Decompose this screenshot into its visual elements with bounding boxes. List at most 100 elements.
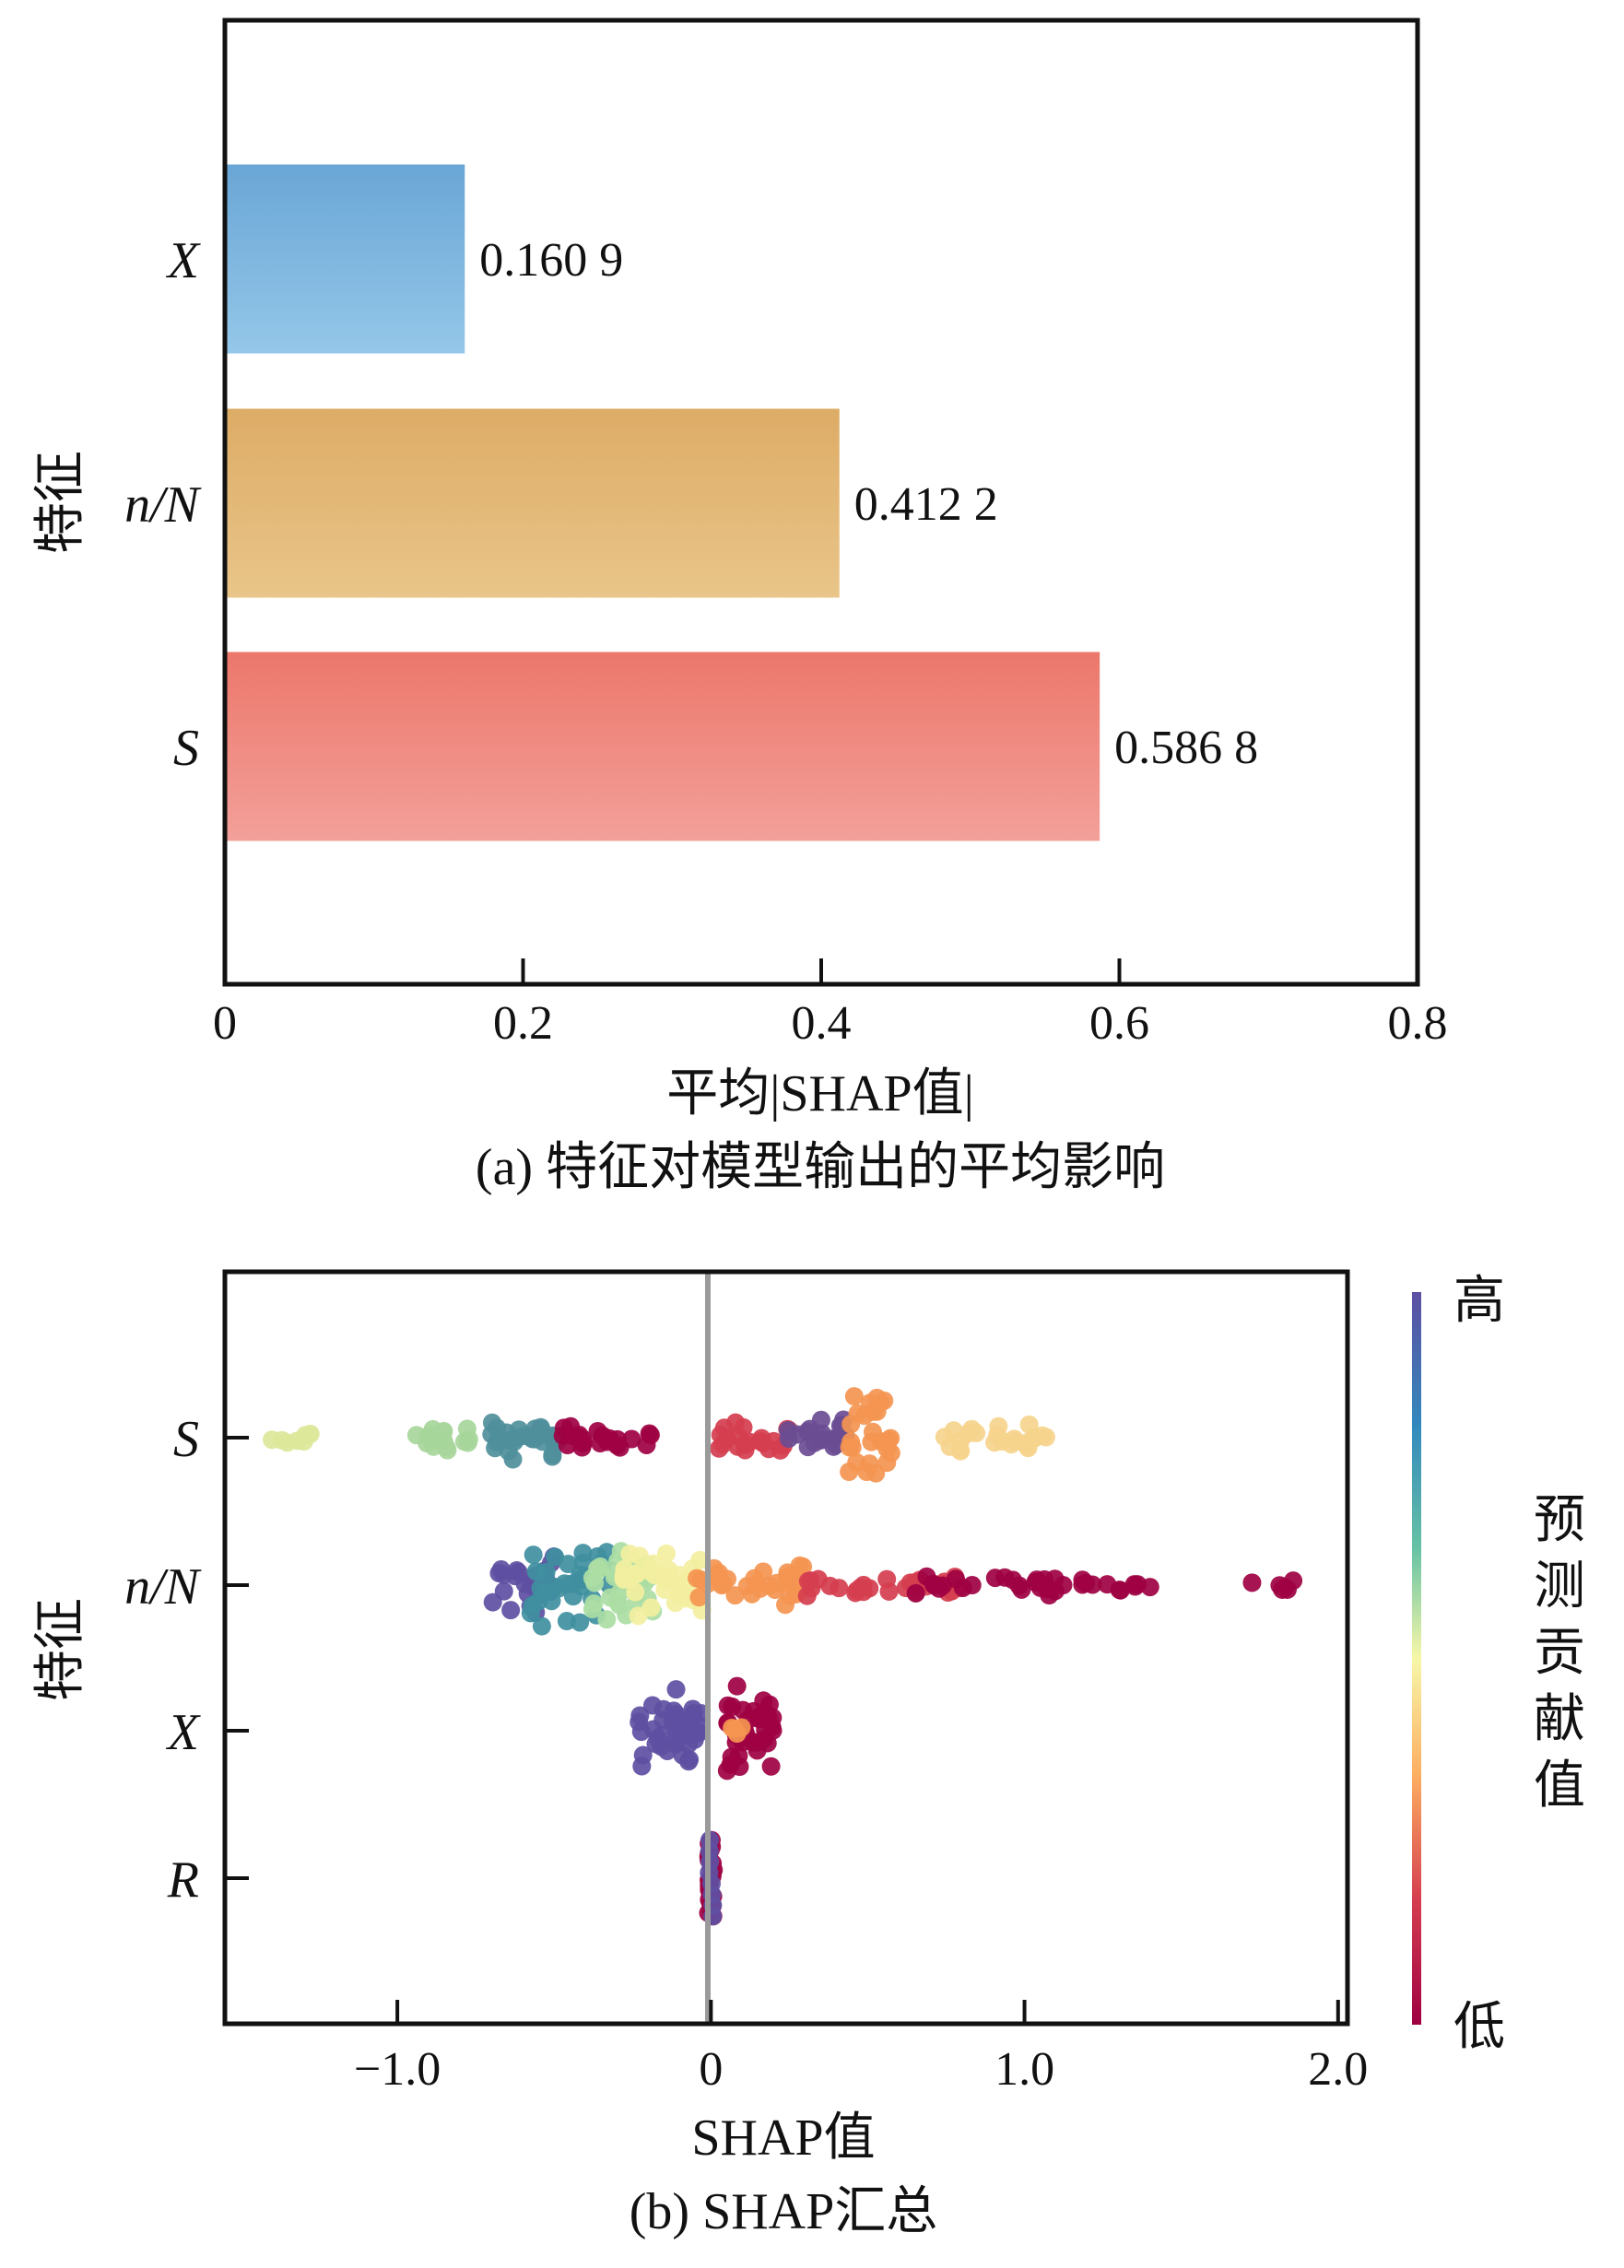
shap-dot — [787, 1425, 806, 1444]
shap-dot — [597, 1610, 617, 1629]
shap-dot — [756, 1702, 775, 1722]
shap-dot — [751, 1432, 771, 1451]
shap-dot — [1077, 1573, 1096, 1592]
shap-dot — [844, 1387, 864, 1406]
caption-b: (b) SHAP汇总 — [630, 2183, 937, 2240]
shap-dot — [588, 1421, 607, 1440]
shap-dot — [840, 1438, 859, 1457]
shap-dot — [555, 1574, 574, 1593]
y-tick-label: S — [173, 720, 199, 777]
bar-series: 0.160 9 0.412 2 0.586 8 — [225, 164, 1258, 841]
bar-S — [225, 652, 1100, 841]
colorbar-title-char: 测 — [1534, 1558, 1585, 1616]
shap-dot — [573, 1544, 593, 1563]
colorbar-title-char: 预 — [1534, 1492, 1585, 1549]
shap-dot — [689, 1588, 709, 1607]
beeswarm-chart: −1.0 0 1.0 2.0 Sn/N X R 特征 SHAP值 (b) SHAP汇总 高… — [32, 1269, 1585, 2240]
shap-dot — [989, 1416, 1008, 1436]
shap-dot — [418, 1427, 438, 1446]
colorbar-title-char: 值 — [1534, 1757, 1585, 1815]
shap-dot — [591, 1557, 610, 1576]
x-tick-label: 2.0 — [1308, 2043, 1368, 2096]
x-tick-label: 0 — [699, 2043, 723, 2096]
shap-dot — [501, 1601, 521, 1620]
shap-dot — [767, 1573, 786, 1592]
colorbar-high-label: 高 — [1453, 1273, 1505, 1330]
x-tick-label: 0.4 — [792, 997, 852, 1050]
shap-dot — [300, 1425, 320, 1444]
colorbar-low-label: 低 — [1453, 1999, 1505, 2056]
shap-dot — [736, 1435, 756, 1454]
shap-dot — [666, 1680, 686, 1699]
shap-dot — [535, 1583, 554, 1603]
bar-n-N — [225, 408, 840, 598]
shap-dot — [929, 1579, 948, 1598]
shap-dot — [641, 1598, 661, 1617]
shap-dot — [559, 1555, 578, 1574]
shap-dot — [688, 1723, 708, 1743]
shap-dot — [820, 1576, 840, 1595]
shap-dot — [509, 1563, 528, 1582]
shap-dot — [906, 1583, 925, 1603]
shap-dot — [630, 1712, 649, 1732]
shap-dot — [572, 1438, 592, 1457]
shap-dot — [1009, 1576, 1029, 1595]
x-tick-label: 0.8 — [1388, 997, 1448, 1050]
shap-dot — [614, 1566, 633, 1585]
x-tick-label: 0.2 — [493, 997, 553, 1050]
shap-dot — [643, 1720, 663, 1739]
x-tick-label: −1.0 — [354, 2043, 441, 2096]
shap-dot — [1025, 1428, 1044, 1448]
shap-dot — [622, 1429, 641, 1449]
shap-dot — [846, 1583, 865, 1603]
shap-dot — [723, 1718, 742, 1737]
shap-dot — [557, 1612, 576, 1631]
shap-dot — [863, 1422, 882, 1441]
y-tick-label: n/N — [124, 1558, 202, 1616]
shap-dot — [1045, 1569, 1065, 1589]
caption-a: (a) 特征对模型输出的平均影响 — [476, 1139, 1165, 1196]
shap-dot — [867, 1402, 887, 1421]
shap-dot — [811, 1410, 830, 1429]
shap-dot — [503, 1450, 523, 1469]
shap-dot — [1242, 1573, 1262, 1592]
shap-dot — [661, 1571, 680, 1591]
shap-dot — [494, 1565, 513, 1584]
y-tick-label: X — [166, 1704, 202, 1761]
shap-dot — [841, 1415, 861, 1434]
shap-dot — [583, 1600, 602, 1619]
colorbar-title-char: 献 — [1534, 1691, 1585, 1748]
shap-dot — [761, 1757, 781, 1776]
shap-dot — [725, 1586, 745, 1605]
shap-dot — [867, 1388, 887, 1407]
shap-dot — [879, 1581, 899, 1601]
shap-dot — [951, 1431, 971, 1451]
y-tick-label: X — [166, 232, 202, 289]
colorbar-gradient — [1412, 1292, 1421, 2025]
shap-dot — [532, 1419, 551, 1439]
shap-dot — [607, 1429, 627, 1449]
shap-dot — [626, 1582, 645, 1602]
x-tick-label: 0 — [213, 997, 237, 1050]
shap-dot — [742, 1584, 761, 1604]
bar-value-label: 0.586 8 — [1114, 722, 1258, 774]
x-tick-label: 1.0 — [994, 2043, 1054, 2096]
shap-dot — [1273, 1580, 1292, 1599]
shap-dot — [747, 1733, 767, 1752]
shap-dot — [993, 1432, 1012, 1451]
shap-dot — [1027, 1570, 1046, 1590]
shap-dot — [679, 1752, 699, 1771]
shap-dot — [826, 1428, 845, 1448]
x-axis-title: 平均|SHAP值| — [666, 1065, 974, 1122]
shap-dot — [644, 1554, 664, 1573]
bar-value-label: 0.160 9 — [479, 234, 623, 287]
shap-dot — [717, 1761, 736, 1780]
shap-dot — [805, 1433, 824, 1452]
y-tick-label: R — [167, 1851, 199, 1909]
shap-dot — [710, 1439, 729, 1458]
shap-dot — [510, 1420, 529, 1440]
y-axis-title-b: 特征 — [32, 1598, 89, 1701]
shap-dot — [1098, 1575, 1117, 1594]
